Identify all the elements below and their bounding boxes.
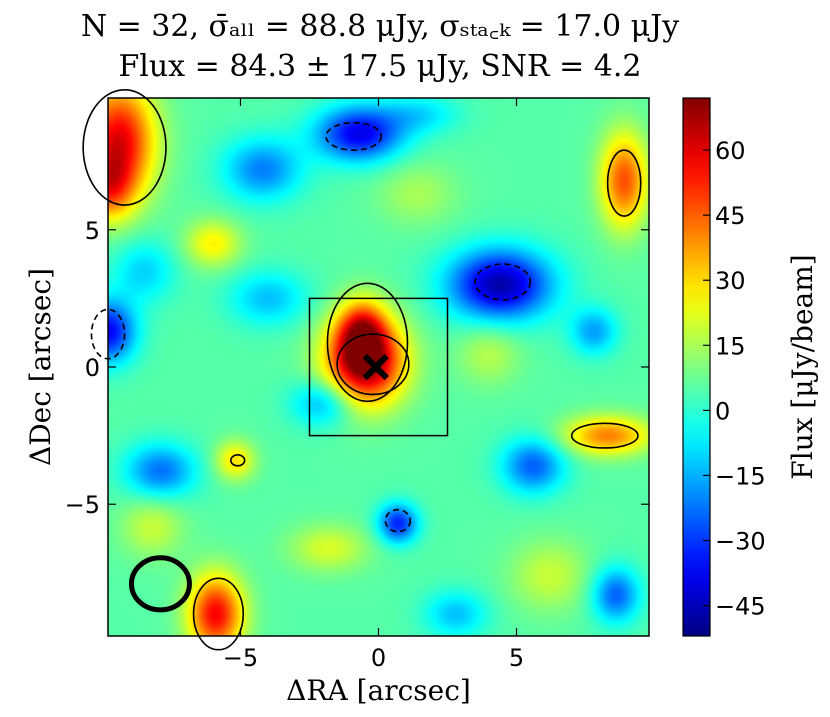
y-tick-label: 0 bbox=[85, 354, 100, 382]
colorbar-tick-label: −45 bbox=[715, 593, 766, 621]
positive-contour-4 bbox=[570, 422, 639, 449]
centroid-cross-stroke-b bbox=[362, 353, 389, 381]
positive-contour-3 bbox=[606, 149, 642, 217]
y-tick-label: 5 bbox=[85, 217, 100, 245]
chart-title-line1: N = 32, σ̄ₐₗₗ = 88.8 μJy, σₛₜₐ꜀ₖ = 17.0 … bbox=[80, 9, 680, 44]
colorbar-tick-label: 0 bbox=[715, 397, 730, 425]
colorbar-tick-label: 45 bbox=[715, 202, 746, 230]
positive-contour-6 bbox=[230, 454, 246, 467]
chart-title-line2: Flux = 84.3 ± 17.5 μJy, SNR = 4.2 bbox=[118, 49, 642, 84]
x-axis-label: ΔRA [arcsec] bbox=[286, 674, 471, 707]
centroid-cross-marker bbox=[362, 353, 389, 381]
colorbar-tick-label: 15 bbox=[715, 332, 746, 360]
colorbar-label: Flux [μJy/beam] bbox=[786, 254, 819, 479]
positive-contour-2 bbox=[82, 88, 167, 206]
colorbar-tick-label: 60 bbox=[715, 137, 746, 165]
negative-contour-1 bbox=[474, 263, 532, 301]
x-tick-label: 5 bbox=[509, 644, 524, 672]
colorbar-tick-label: 30 bbox=[715, 267, 746, 295]
x-tick-label: −5 bbox=[223, 644, 258, 672]
y-axis-label: ΔDec [arcsec] bbox=[24, 268, 57, 466]
y-tick-label: −5 bbox=[65, 491, 100, 519]
colorbar-tick-label: −15 bbox=[715, 462, 766, 490]
beam-ellipse bbox=[128, 555, 192, 613]
positive-contour-1 bbox=[326, 282, 409, 403]
negative-contour-0 bbox=[325, 121, 383, 151]
stack-aperture-box bbox=[308, 297, 449, 437]
positive-contour-5 bbox=[192, 577, 245, 651]
colorbar-tick-label: −30 bbox=[715, 528, 766, 556]
colorbar bbox=[682, 97, 711, 637]
negative-contour-3 bbox=[384, 508, 412, 533]
x-tick-label: 0 bbox=[371, 644, 386, 672]
positive-contour-0 bbox=[336, 333, 410, 396]
